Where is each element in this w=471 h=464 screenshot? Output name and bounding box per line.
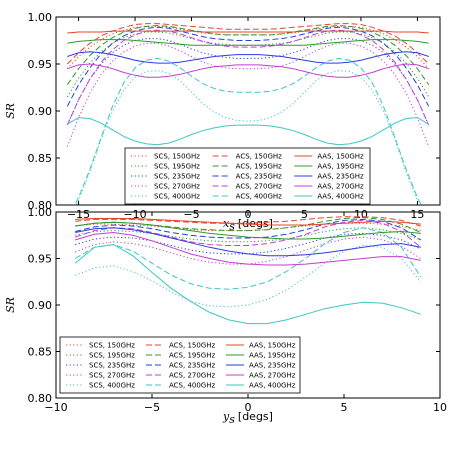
x-tick-label: −10: [123, 208, 146, 221]
series-line-acs-270ghz: [66, 29, 430, 126]
legend-entry: AAS, 400GHz: [249, 382, 296, 390]
legend-entry: AAS, 235GHz: [249, 362, 296, 370]
legend-entry: ACS, 235GHz: [236, 173, 282, 181]
series-line-acs-150ghz: [66, 23, 430, 65]
legend-box: [124, 147, 371, 205]
legend-entry: SCS, 150GHz: [89, 342, 135, 350]
y-tick-label: 0.95: [28, 253, 53, 266]
x-tick-label: 5: [341, 401, 348, 414]
series-line-scs-235ghz: [66, 38, 430, 126]
legend-entry: AAS, 400GHz: [317, 193, 364, 201]
series-line-scs-235ghz: [75, 232, 422, 255]
legend-entry: SCS, 235GHz: [154, 173, 200, 181]
legend-entry: ACS, 195GHz: [169, 352, 215, 360]
series-line-acs-400ghz: [74, 57, 422, 205]
x-tick-label: −10: [44, 401, 67, 414]
legend-entry: AAS, 270GHz: [249, 372, 296, 380]
y-axis-label: SR: [4, 103, 17, 119]
series-lines: [66, 23, 430, 205]
x-tick-label: 15: [410, 208, 424, 221]
series-line-scs-195ghz: [75, 227, 421, 243]
x-tick-label: −15: [67, 208, 90, 221]
chart-panel-1: −15−10−50510150.800.850.900.951.00SRxs[d…: [4, 11, 441, 233]
x-tick-label: 0: [245, 401, 252, 414]
legend-entry: SCS, 400GHz: [154, 193, 200, 201]
series-line-aas-150ghz: [75, 218, 421, 226]
legend-entry: ACS, 150GHz: [169, 342, 215, 350]
series-line-acs-235ghz: [75, 218, 422, 241]
series-line-aas-235ghz: [75, 227, 421, 257]
y-tick-label: 0.90: [28, 105, 53, 118]
x-tick-label: −5: [144, 401, 160, 414]
legend-entry: AAS, 150GHz: [249, 342, 296, 350]
legend-entry: AAS, 195GHz: [249, 352, 296, 360]
series-line-acs-270ghz: [75, 219, 422, 248]
legend-entry: AAS, 235GHz: [317, 173, 364, 181]
legend-entry: AAS, 195GHz: [317, 163, 364, 171]
series-line-aas-195ghz: [67, 39, 429, 46]
legend-entry: SCS, 195GHz: [154, 163, 200, 171]
legend-entry: SCS, 270GHz: [154, 183, 200, 191]
legend-entry: SCS, 400GHz: [89, 382, 135, 390]
series-line-aas-270ghz: [67, 63, 429, 78]
y-tick-label: 1.00: [28, 206, 53, 219]
chart-panel-2: −10 −5 0 5 10 0.80 0.85 0.90 0.95 1.00 SR ys [degs] S…: [4, 206, 447, 426]
series-line-aas-195ghz: [75, 221, 421, 240]
series-line-aas-235ghz: [67, 51, 429, 64]
legend: SCS, 150GHz SCS, 195GHz SCS, 235GHz SCS, 27…: [124, 147, 371, 205]
series-line-scs-270ghz: [66, 42, 430, 147]
y-tick-label: 0.80: [28, 392, 53, 405]
y-tick-label: 1.00: [28, 11, 53, 24]
series-line-acs-150ghz: [75, 216, 421, 227]
x-axis-label: ys [degs]: [222, 410, 273, 426]
series-lines: [74, 216, 422, 325]
series-line-acs-235ghz: [66, 26, 430, 107]
legend-entry: SCS, 270GHz: [89, 372, 135, 380]
legend-entry: ACS, 400GHz: [169, 382, 215, 390]
legend-entry: AAS, 270GHz: [317, 183, 364, 191]
x-tick-label: −5: [183, 208, 199, 221]
legend-entry: ACS, 270GHz: [169, 372, 215, 380]
series-line-aas-400ghz: [74, 244, 421, 325]
legend-entry: SCS, 235GHz: [89, 362, 135, 370]
series-line-scs-150ghz: [66, 25, 430, 70]
legend-entry: ACS, 195GHz: [236, 163, 282, 171]
legend-entry: ACS, 270GHz: [236, 183, 282, 191]
series-line-aas-150ghz: [67, 30, 429, 34]
y-tick-label: 0.95: [28, 58, 53, 71]
x-tick-label: 10: [433, 401, 447, 414]
legend-entry: SCS, 150GHz: [154, 153, 200, 161]
legend-entry: SCS, 195GHz: [89, 352, 135, 360]
y-tick-label: 0.80: [28, 199, 53, 212]
legend-entry: AAS, 150GHz: [317, 153, 364, 161]
legend-box: [59, 336, 301, 394]
y-tick-label: 0.85: [28, 346, 53, 359]
y-tick-label: 0.85: [28, 152, 53, 165]
legend-entry: ACS, 150GHz: [236, 153, 282, 161]
y-axis-label: SR: [4, 297, 17, 313]
series-line-aas-400ghz: [67, 117, 429, 146]
legend: SCS, 150GHz SCS, 195GHz SCS, 235GHz SCS, 27…: [59, 336, 301, 394]
legend-entry: ACS, 235GHz: [169, 362, 215, 370]
legend-entry: ACS, 400GHz: [236, 193, 282, 201]
x-tick-label: 5: [301, 208, 308, 221]
series-line-scs-270ghz: [75, 236, 422, 265]
series-line-scs-400ghz: [75, 244, 422, 308]
y-tick-label: 0.90: [28, 299, 53, 312]
series-line-aas-270ghz: [75, 231, 421, 266]
series-line-acs-400ghz: [74, 227, 422, 290]
